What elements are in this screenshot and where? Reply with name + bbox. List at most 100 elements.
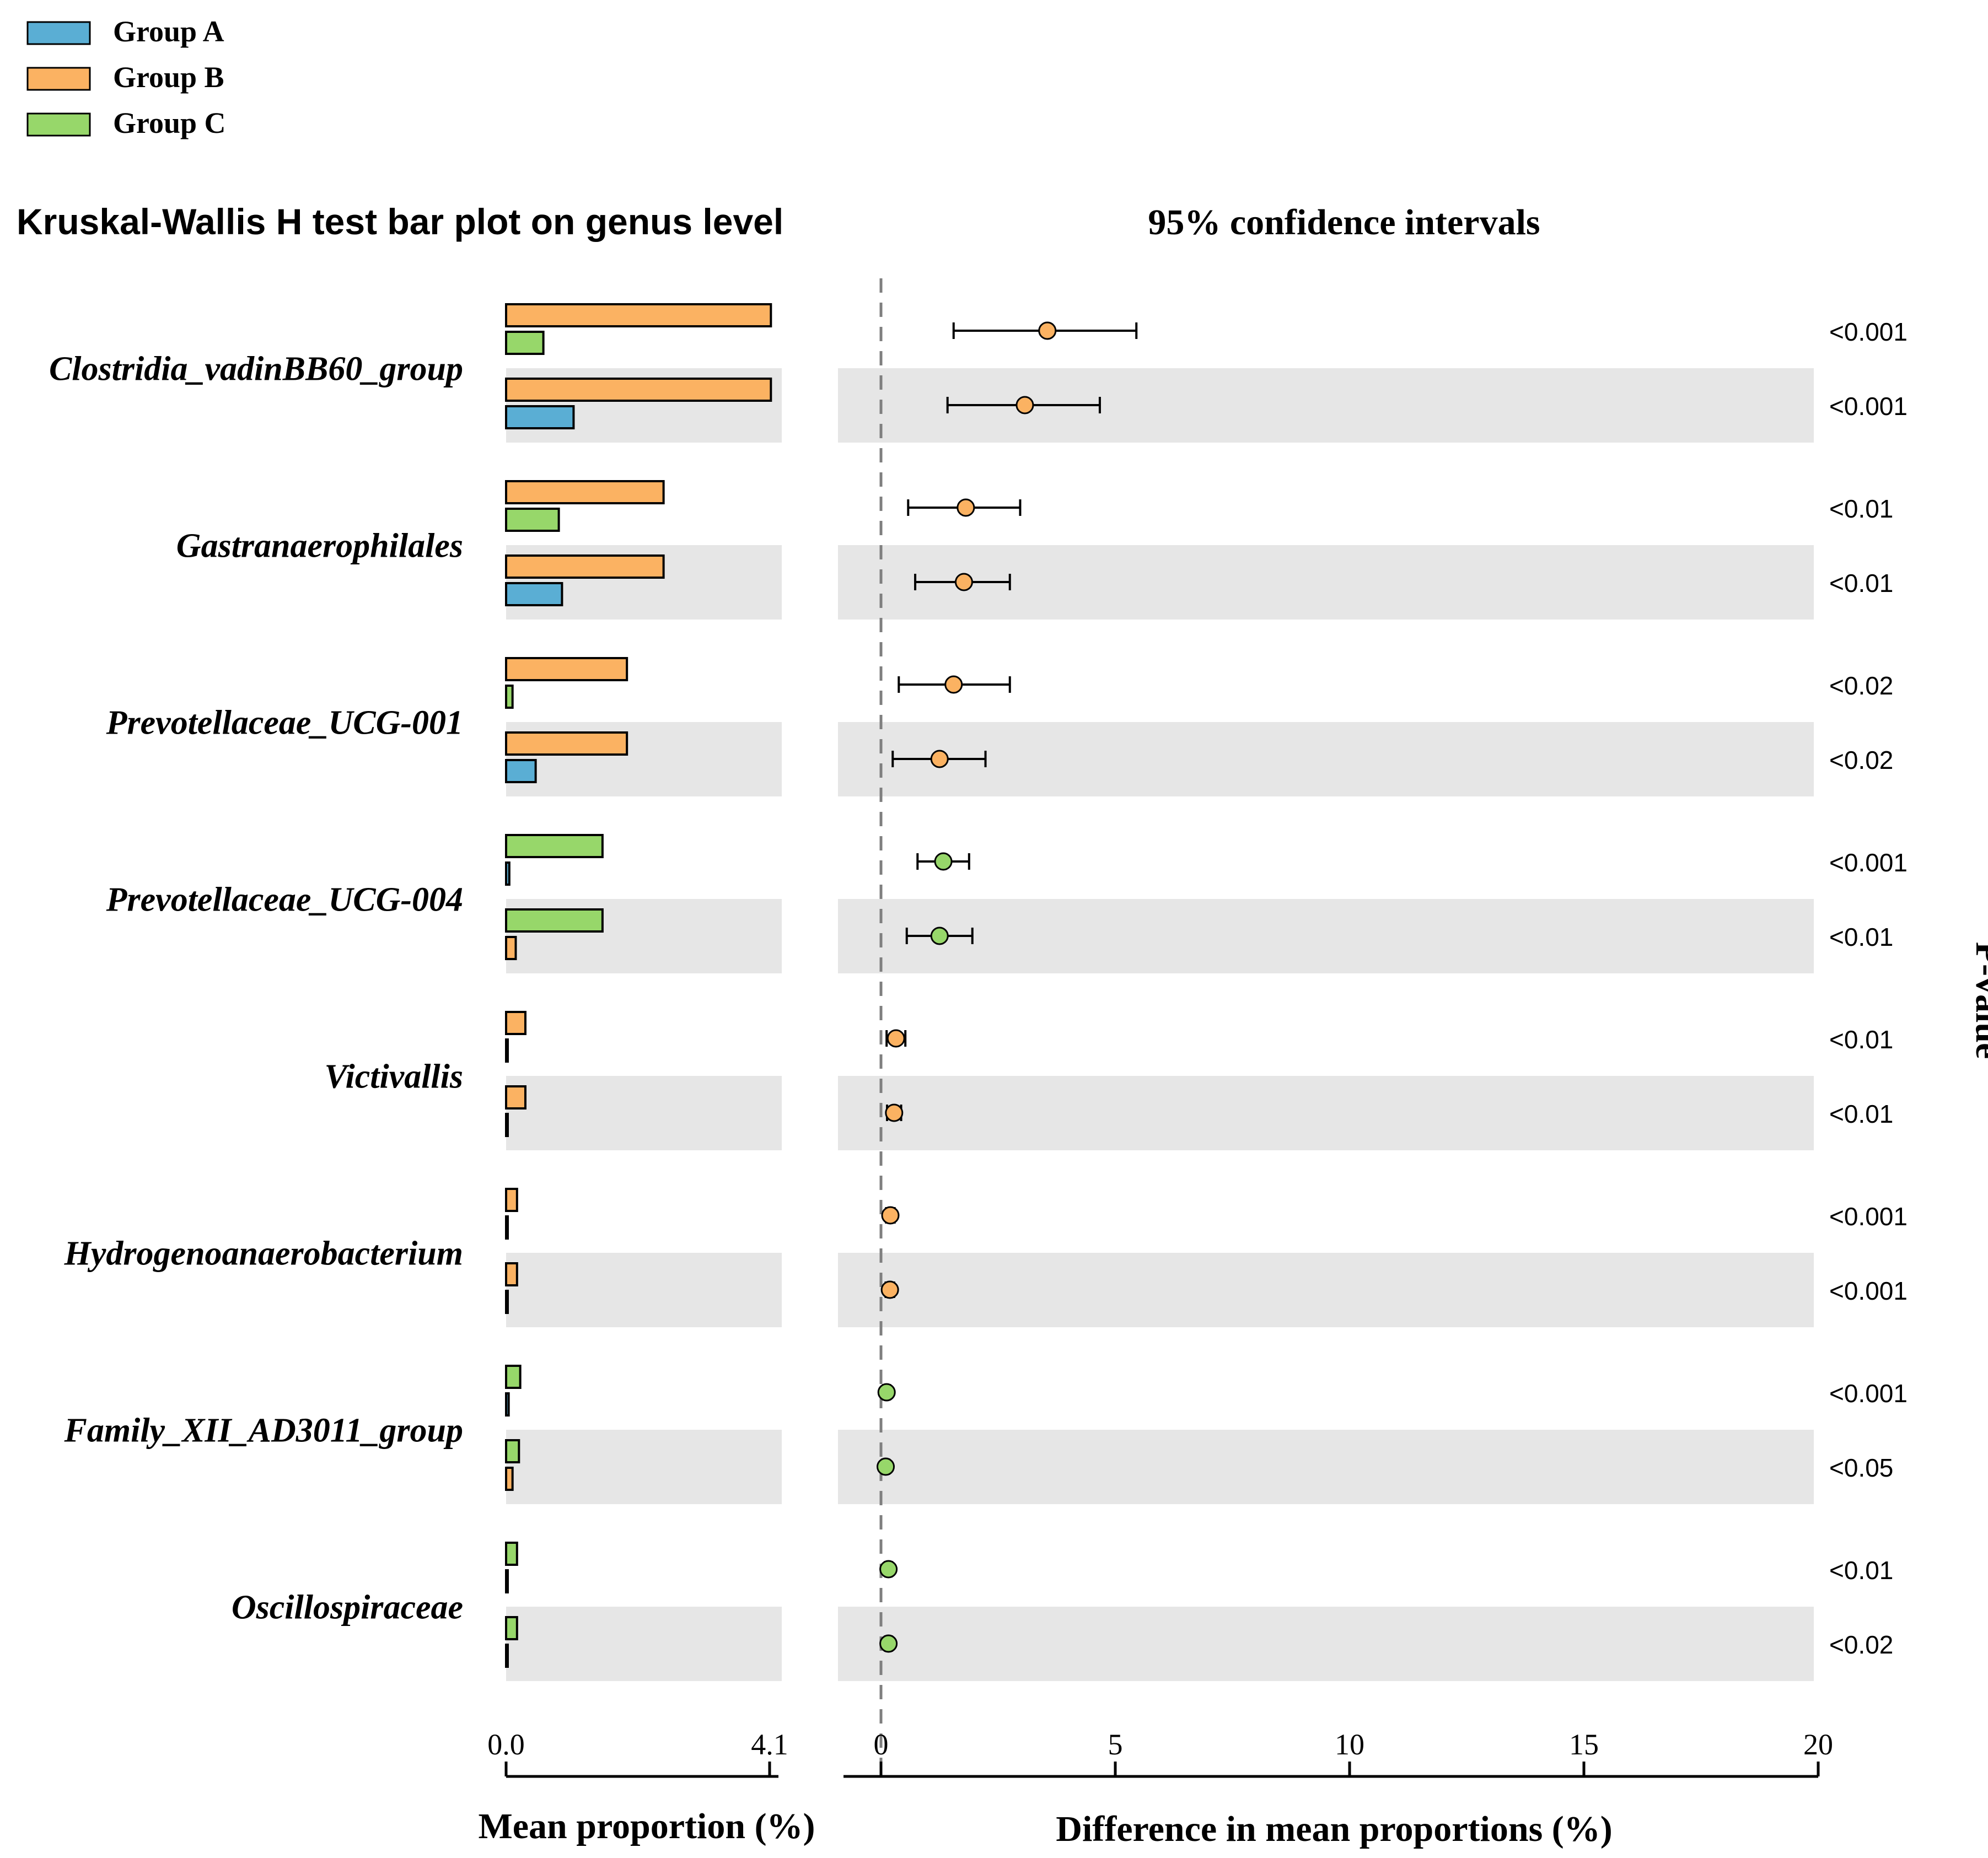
bar-group-b [505,657,628,681]
p-value-labels: <0.001 <0.001 <0.01 <0.01 <0.02 <0.02 <0.001 <0… [1829,317,1908,1659]
legend-label: Group C [113,106,226,139]
ci-axis-tick-label: 15 [1569,1728,1599,1761]
bar-group-b [505,1262,518,1286]
p-value-label: <0.001 [1829,392,1908,421]
ci-axis-tick-label: 5 [1108,1728,1123,1761]
ci-point [944,675,963,694]
ci-point [954,573,973,591]
bar-group-b [505,1644,509,1668]
bar-group-a [505,1392,510,1417]
ci-point [934,852,953,871]
category-labels: Clostridia_vadinBB60_group Gastranaerophi… [49,351,463,1627]
legend-label: Group B [113,61,224,94]
bar-group-c [505,1038,509,1063]
p-value-label: <0.001 [1829,1277,1908,1305]
ci-x-axis: 0 5 10 15 20 [843,1728,1833,1778]
bar-series [505,303,772,1668]
bar-x-axis-label: Mean proportion (%) [478,1806,815,1846]
bar-group-c [505,331,545,355]
row-bands [506,368,1814,1681]
bar-group-c [505,834,604,858]
row-band-right [838,1607,1814,1681]
category-label: Victivallis [325,1058,463,1096]
ci-point [930,750,949,768]
category-label: Clostridia_vadinBB60_group [49,351,463,388]
ci-point [879,1560,898,1579]
bar-group-c [505,1215,509,1240]
p-value-label: <0.01 [1829,494,1893,523]
p-value-label: <0.01 [1829,569,1893,597]
row-band-left [506,1076,782,1150]
legend: Group A Group B Group C [26,15,226,139]
p-value-label: <0.01 [1829,1025,1893,1054]
bar-group-a [505,582,563,606]
ci-point [930,927,949,945]
p-value-label: <0.001 [1829,1379,1908,1408]
ci-chart-title: 95% confidence intervals [1148,202,1540,243]
category-label: Family_XII_AD3011_group [64,1412,463,1450]
ci-point [957,498,975,517]
ci-series [877,321,1138,1653]
ci-point [885,1103,904,1122]
row-band-left [506,1607,782,1681]
category-label: Prevotellaceae_UCG-001 [106,704,463,742]
ci-axis-tick-label: 0 [874,1728,889,1761]
ci-point [1038,321,1057,340]
bar-group-a [505,759,537,783]
p-value-label: <0.01 [1829,1100,1893,1128]
bar-group-a [505,405,575,429]
bar-group-b [505,1011,526,1035]
ci-point [881,1206,900,1225]
legend-swatch [26,67,91,91]
p-value-label: <0.001 [1829,1202,1908,1231]
row-band-left [506,1430,782,1504]
p-value-label: <0.01 [1829,1556,1893,1585]
row-band-right [838,1430,1814,1504]
bar-group-a [505,1113,509,1137]
ci-point [879,1634,898,1653]
p-value-label: <0.02 [1829,1630,1893,1659]
category-label: Oscillospiraceae [232,1589,463,1627]
ci-axis-tick-label: 10 [1335,1728,1364,1761]
p-value-label: <0.02 [1829,746,1893,774]
bar-group-b [505,378,772,402]
row-band-right [838,722,1814,796]
category-label: Hydrogenoanaerobacterium [64,1235,463,1273]
bar-group-b [505,480,665,504]
ci-point [877,1383,896,1402]
p-value-label: <0.02 [1829,671,1893,700]
legend-swatch [26,112,91,137]
bar-group-c [505,1542,518,1566]
bar-group-b [505,554,665,579]
row-band-right [838,1253,1814,1327]
bar-group-c [505,508,560,532]
p-value-label: <0.01 [1829,923,1893,951]
ci-point [877,1457,895,1476]
ci-point [880,1280,899,1299]
bar-group-b [505,936,517,960]
row-band-right [838,899,1814,973]
bar-group-b [505,303,772,327]
legend-label: Group A [113,15,224,48]
ci-x-axis-label: Difference in mean proportions (%) [1056,1809,1612,1849]
p-value-axis-label: P-value [1968,942,1988,1059]
p-value-label: <0.05 [1829,1453,1893,1482]
bar-group-c [505,908,604,933]
category-label: Gastranaerophilales [176,527,463,565]
bar-group-b [505,731,628,756]
bar-chart-title: Kruskal-Wallis H test bar plot on genus … [17,201,783,242]
bar-group-a [505,1569,509,1593]
ci-point [886,1029,905,1048]
ci-axis-tick-label: 20 [1803,1728,1833,1761]
bar-group-b [505,1467,514,1491]
bar-group-a [505,1290,509,1314]
bar-x-axis: 0.0 4.1 [487,1728,788,1778]
bar-axis-tick-label: 0.0 [487,1728,525,1761]
bar-group-a [505,861,511,886]
bar-group-c [505,685,514,709]
row-band-right [838,1076,1814,1150]
ci-point [1016,396,1034,414]
p-value-label: <0.001 [1829,848,1908,877]
bar-axis-tick-label: 4.1 [751,1728,788,1761]
